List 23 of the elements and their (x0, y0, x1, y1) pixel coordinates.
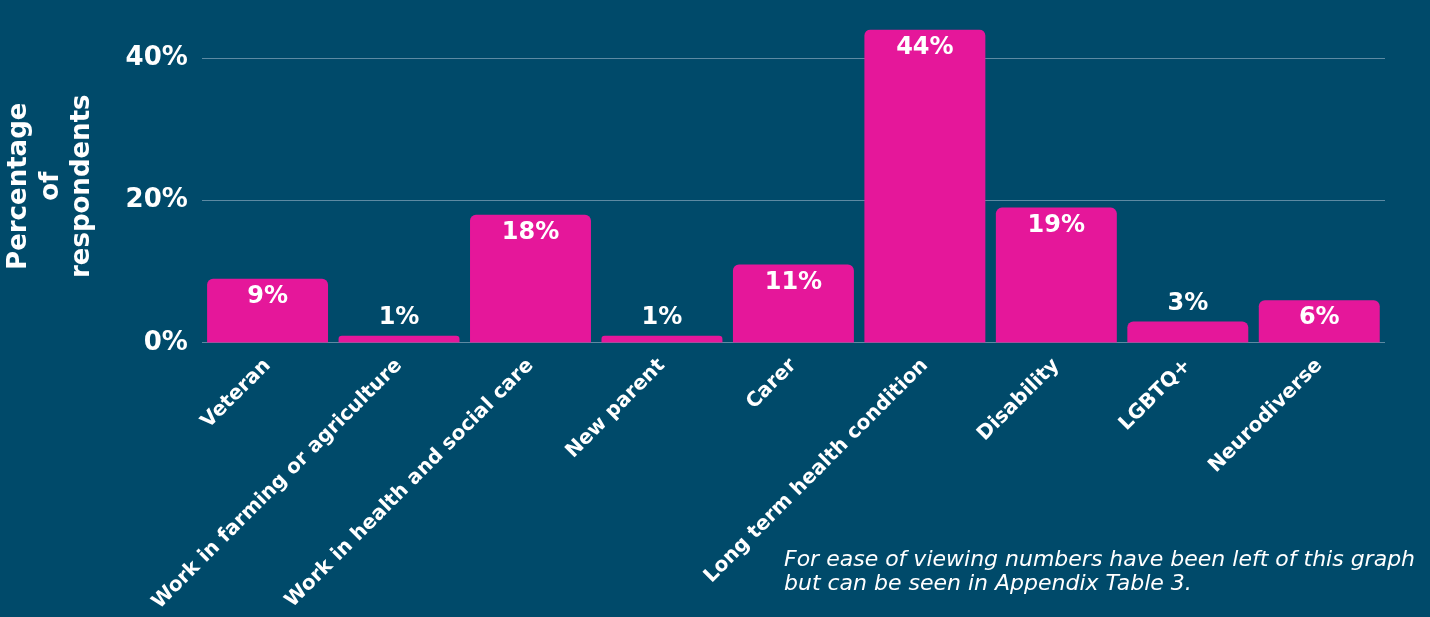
data-label: 19% (1027, 209, 1086, 238)
bar (207, 278, 329, 343)
bar (995, 207, 1117, 343)
y-tick-label: 0% (143, 325, 188, 356)
data-label: 1% (378, 302, 420, 331)
bar (601, 335, 723, 343)
y-axis-title: Percentage of respondents (2, 94, 95, 279)
data-label: 9% (247, 281, 288, 310)
y-tick-label: 20% (125, 183, 188, 214)
bar (732, 264, 854, 343)
y-tick-label: 40% (125, 40, 188, 71)
data-label: 6% (1298, 302, 1340, 331)
text: For ease of viewing numbers have been left of this graph but can be seen in Appendix Table 3. (784, 546, 1417, 595)
bar (1258, 300, 1380, 343)
bar (864, 29, 986, 343)
bar (470, 214, 591, 343)
data-label: 3% (1167, 287, 1209, 316)
data-label: 18% (501, 216, 560, 245)
bar (338, 335, 460, 343)
data-label: 11% (764, 266, 823, 295)
data-label: 44% (896, 31, 954, 60)
data-label: 1% (641, 302, 683, 331)
bar (1127, 321, 1249, 343)
